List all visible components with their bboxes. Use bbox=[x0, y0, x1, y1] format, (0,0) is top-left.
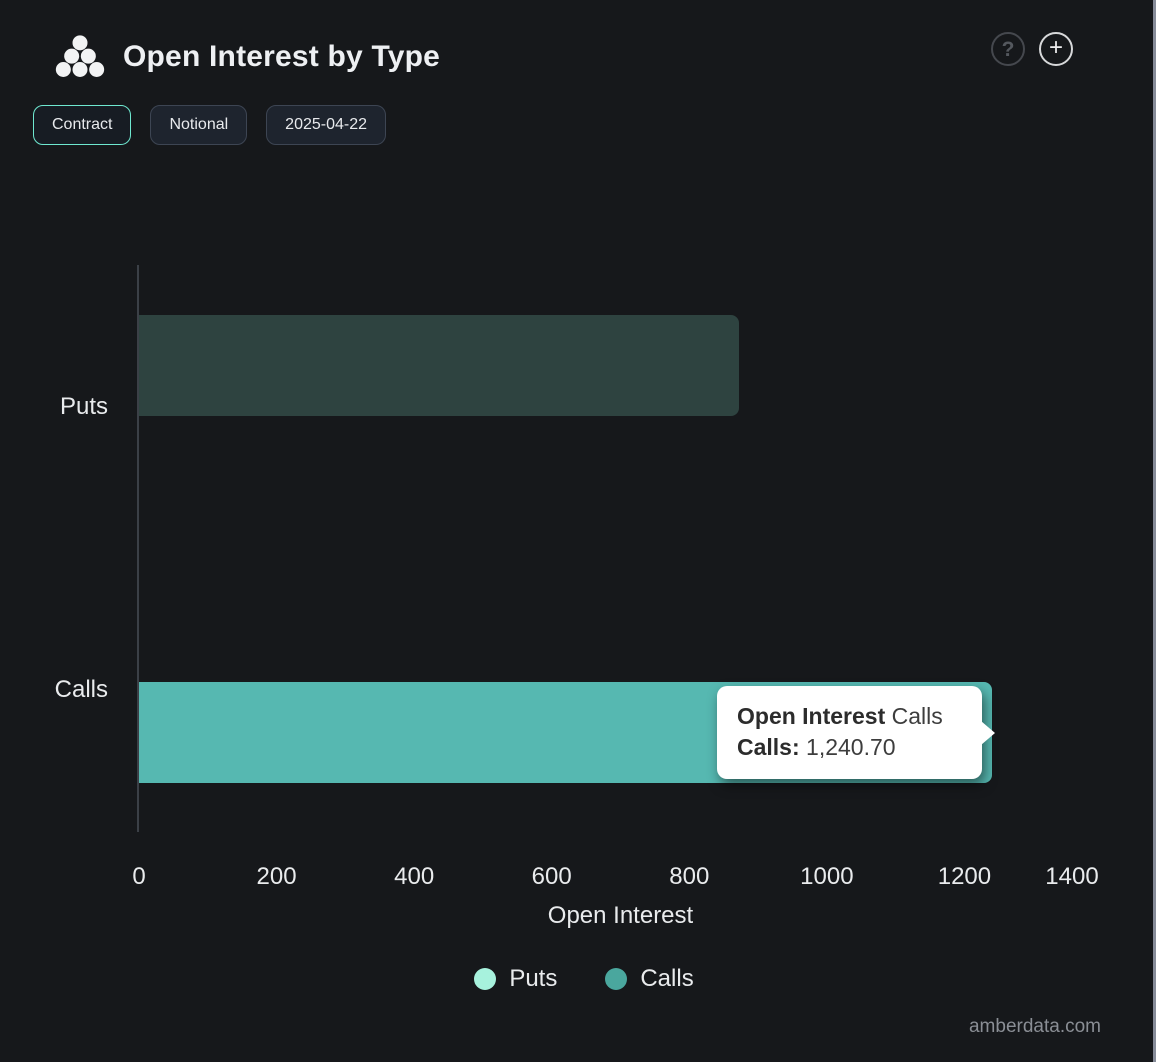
dots-cluster-icon bbox=[55, 35, 105, 77]
bar-puts[interactable] bbox=[139, 315, 739, 416]
legend-label: Calls bbox=[640, 965, 694, 992]
x-tick: 0 bbox=[132, 863, 146, 890]
category-label-calls: Calls bbox=[54, 676, 108, 703]
x-tick: 1000 bbox=[800, 863, 854, 890]
legend-item-puts[interactable]: Puts bbox=[474, 965, 557, 993]
x-tick: 200 bbox=[256, 863, 297, 890]
help-icon[interactable]: ? bbox=[991, 32, 1025, 66]
legend-label: Puts bbox=[509, 965, 558, 992]
tooltip-title: Open Interest Calls bbox=[737, 703, 943, 729]
x-tick: 800 bbox=[669, 863, 710, 890]
category-label-puts: Puts bbox=[59, 393, 108, 420]
x-tick: 400 bbox=[394, 863, 435, 890]
x-axis: 0 200 400 600 800 1000 1200 1400 bbox=[132, 862, 1102, 892]
header: Open Interest by Type ? + bbox=[55, 32, 1116, 82]
y-axis-line bbox=[137, 265, 139, 832]
toolbar-button-notional[interactable]: Notional bbox=[150, 105, 248, 145]
legend: Puts Calls bbox=[0, 965, 1156, 993]
toolbar-button-date[interactable]: 2025-04-22 bbox=[266, 105, 387, 145]
add-icon[interactable]: + bbox=[1039, 32, 1073, 66]
x-tick: 600 bbox=[531, 863, 572, 890]
page-title: Open Interest by Type bbox=[123, 40, 441, 73]
x-tick: 1400 bbox=[1045, 863, 1099, 890]
amberdata-watermark: amberdata.com bbox=[968, 1016, 1101, 1037]
toolbar-button-contract[interactable]: Contract bbox=[33, 105, 132, 145]
chart-tooltip: Open Interest Calls Calls: 1,240.70 bbox=[717, 686, 982, 779]
x-tick: 1200 bbox=[937, 863, 992, 890]
header-actions: ? + bbox=[991, 32, 1073, 66]
vertical-scrollbar[interactable] bbox=[1153, 0, 1156, 1062]
toolbar: Contract Notional 2025-04-22 bbox=[33, 105, 387, 145]
legend-marker bbox=[474, 968, 497, 990]
x-axis-title: Open Interest bbox=[547, 902, 694, 929]
legend-marker bbox=[605, 968, 628, 990]
tooltip-value: Calls: 1,240.70 bbox=[737, 734, 896, 760]
legend-item-calls[interactable]: Calls bbox=[605, 965, 694, 993]
